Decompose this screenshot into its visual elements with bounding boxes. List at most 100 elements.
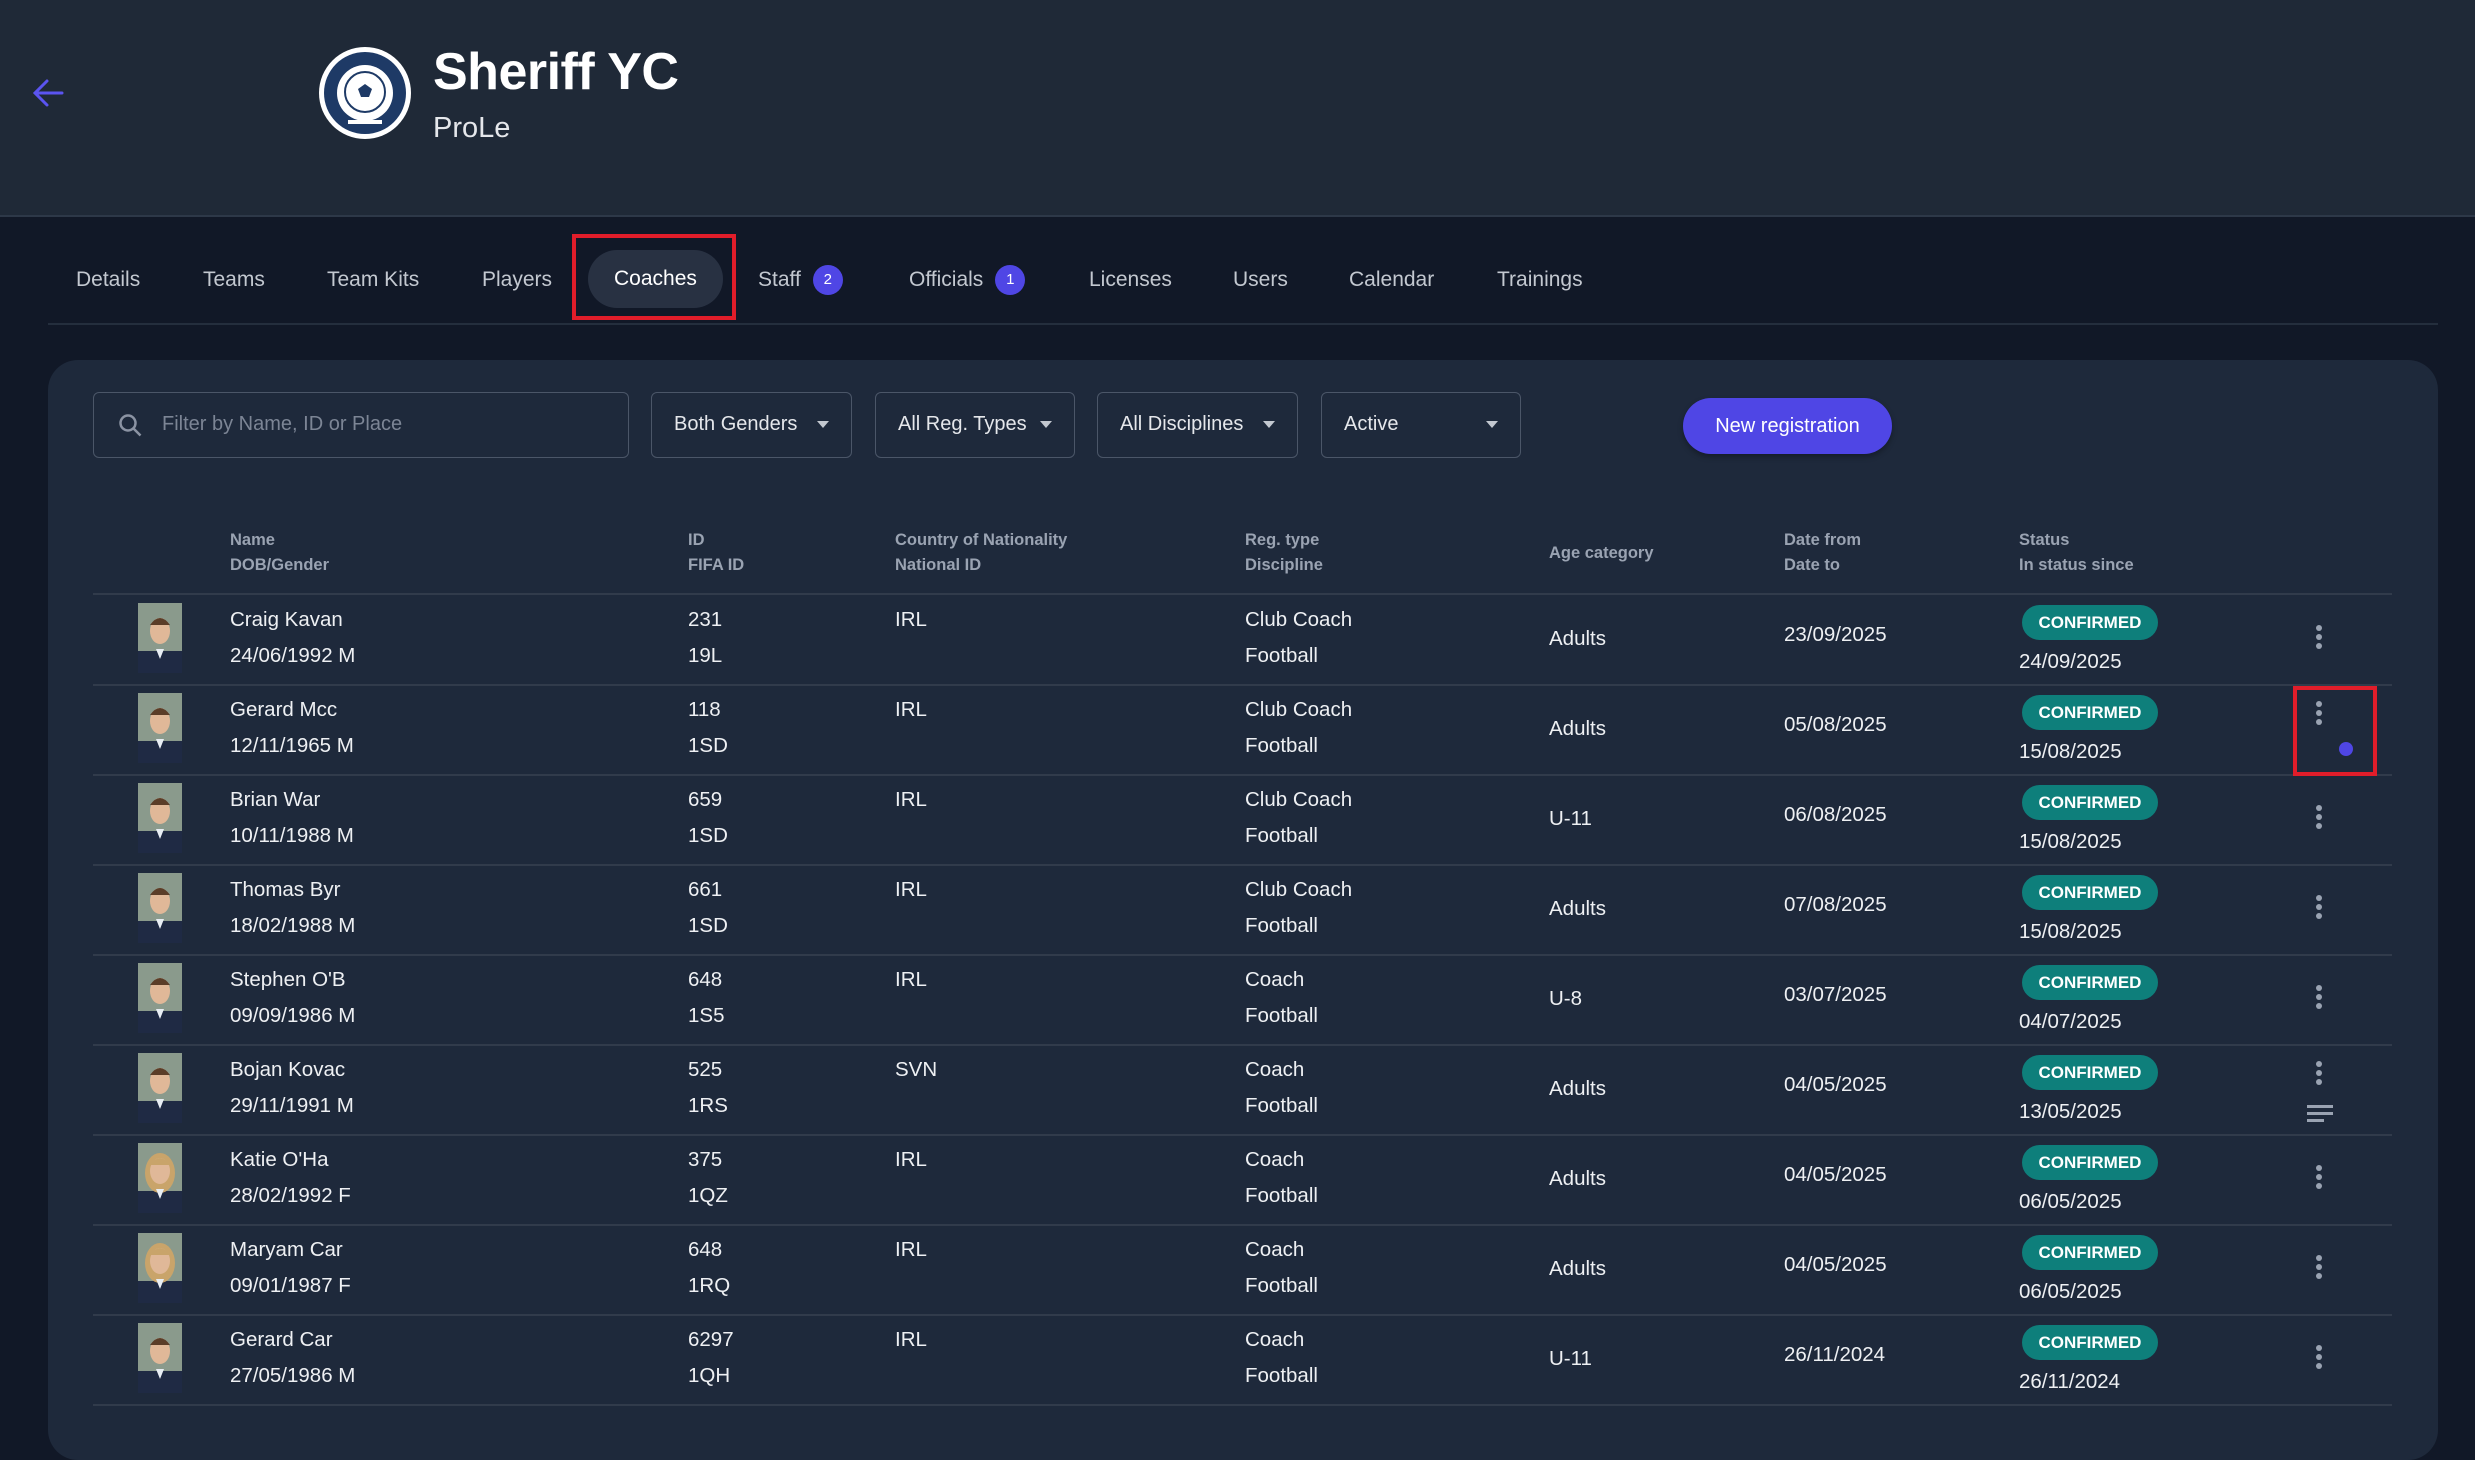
tab-coaches[interactable]: Coaches (588, 250, 723, 308)
tab-details[interactable]: Details (76, 262, 140, 298)
coach-dob-gender: 09/09/1986 M (230, 1004, 356, 1027)
caret-down-icon (817, 421, 829, 428)
coach-id: 659 (688, 788, 723, 811)
tab-staff[interactable]: Staff 2 (758, 262, 843, 298)
coach-date-from: 05/08/2025 (1784, 713, 1887, 736)
coach-date-from: 26/11/2024 (1784, 1343, 1886, 1366)
back-arrow-icon[interactable] (30, 74, 66, 112)
reg-type-filter-dropdown[interactable]: All Reg. Types (875, 392, 1075, 458)
new-registration-button[interactable]: New registration (1683, 398, 1892, 454)
more-options-icon[interactable] (2309, 1059, 2329, 1089)
coach-name: Maryam Car (230, 1238, 343, 1261)
coach-reg-type: Club Coach (1245, 878, 1353, 901)
coach-date-from: 06/08/2025 (1784, 803, 1887, 826)
coach-reg-type: Club Coach (1245, 788, 1353, 811)
coach-date-from: 03/07/2025 (1784, 983, 1887, 1006)
caret-down-icon (1263, 421, 1275, 428)
more-options-icon[interactable] (2309, 1343, 2329, 1373)
coach-photo (138, 603, 182, 673)
coach-fifa-id: 1SD (688, 824, 728, 847)
club-logo (319, 47, 411, 139)
row-divider (93, 1404, 2392, 1406)
status-badge: CONFIRMED (2022, 695, 2158, 730)
more-options-icon[interactable] (2309, 1163, 2329, 1193)
column-header-reg[interactable]: Reg. type Discipline (1245, 528, 1323, 578)
coach-photo (138, 963, 182, 1033)
coach-photo (138, 873, 182, 943)
tab-officials[interactable]: Officials 1 (909, 262, 1026, 298)
coach-discipline: Football (1245, 1364, 1318, 1387)
tab-teams[interactable]: Teams (203, 262, 265, 298)
coach-reg-type: Coach (1245, 1328, 1305, 1351)
column-header-age[interactable]: Age category (1549, 541, 1654, 566)
coach-status-since: 15/08/2025 (2019, 830, 2122, 853)
tab-trainings[interactable]: Trainings (1497, 262, 1583, 298)
status-badge: CONFIRMED (2022, 605, 2158, 640)
coach-age-category: Adults (1549, 1077, 1606, 1100)
more-options-icon[interactable] (2309, 699, 2329, 729)
notes-lines-icon[interactable] (2307, 1103, 2335, 1125)
club-subtitle: ProLe (433, 112, 511, 144)
coach-status-since: 04/07/2025 (2019, 1010, 2122, 1033)
tab-calendar[interactable]: Calendar (1349, 262, 1434, 298)
search-input[interactable]: Filter by Name, ID or Place (93, 392, 629, 458)
coach-fifa-id: 1SD (688, 734, 728, 757)
column-header-country[interactable]: Country of Nationality National ID (895, 528, 1067, 578)
coach-name: Craig Kavan (230, 608, 343, 631)
tab-label: Teams (203, 268, 265, 291)
tab-players[interactable]: Players (482, 262, 552, 298)
more-options-icon[interactable] (2309, 893, 2329, 923)
gender-filter-value: Both Genders (674, 413, 798, 435)
status-badge: CONFIRMED (2022, 785, 2158, 820)
coach-reg-type: Coach (1245, 1148, 1305, 1171)
search-icon (119, 414, 142, 437)
coach-dob-gender: 09/01/1987 F (230, 1274, 351, 1297)
tab-label: Details (76, 268, 141, 291)
tab-licenses[interactable]: Licenses (1089, 262, 1172, 298)
tab-count-badge: 2 (812, 265, 843, 296)
more-options-icon[interactable] (2309, 1253, 2329, 1283)
status-filter-value: Active (1344, 413, 1399, 435)
club-title: Sheriff YC (433, 43, 679, 101)
tab-divider (48, 323, 2438, 325)
coach-photo (138, 1233, 182, 1303)
column-header-dates[interactable]: Date from Date to (1784, 528, 1861, 578)
tab-team-kits[interactable]: Team Kits (327, 262, 419, 298)
tab-label: Players (482, 268, 553, 291)
tab-users[interactable]: Users (1233, 262, 1288, 298)
header-reg: Reg. type (1245, 531, 1320, 549)
discipline-filter-dropdown[interactable]: All Disciplines (1097, 392, 1298, 458)
row-divider (93, 774, 2392, 776)
coach-country: SVN (895, 1058, 938, 1081)
coach-age-category: Adults (1549, 1167, 1606, 1190)
search-placeholder: Filter by Name, ID or Place (162, 413, 403, 435)
coach-dob-gender: 12/11/1965 M (230, 734, 354, 757)
coach-name: Katie O'Ha (230, 1148, 329, 1171)
header-id: ID (688, 531, 705, 549)
club-header (0, 0, 2475, 217)
column-header-name[interactable]: Name DOB/Gender (230, 528, 329, 578)
status-badge: CONFIRMED (2022, 1145, 2158, 1180)
more-options-icon[interactable] (2309, 983, 2329, 1013)
more-options-icon[interactable] (2309, 623, 2329, 653)
caret-down-icon (1040, 421, 1052, 428)
header-status: Status (2019, 531, 2070, 549)
status-badge: CONFIRMED (2022, 1325, 2158, 1360)
coach-reg-type: Coach (1245, 1238, 1305, 1261)
status-filter-dropdown[interactable]: Active (1321, 392, 1521, 458)
coach-fifa-id: 1RS (688, 1094, 728, 1117)
tab-count-badge: 1 (995, 265, 1026, 296)
coach-id: 375 (688, 1148, 723, 1171)
column-header-status[interactable]: Status In status since (2019, 528, 2134, 578)
gender-filter-dropdown[interactable]: Both Genders (651, 392, 852, 458)
coach-country: IRL (895, 1148, 927, 1171)
tab-label: Users (1233, 268, 1288, 291)
coach-discipline: Football (1245, 644, 1318, 667)
coach-name: Brian War (230, 788, 321, 811)
column-header-id[interactable]: ID FIFA ID (688, 528, 744, 578)
coach-dob-gender: 29/11/1991 M (230, 1094, 354, 1117)
coach-age-category: U-11 (1549, 807, 1592, 830)
coach-fifa-id: 1QH (688, 1364, 731, 1387)
more-options-icon[interactable] (2309, 803, 2329, 833)
coach-id: 6297 (688, 1328, 734, 1351)
